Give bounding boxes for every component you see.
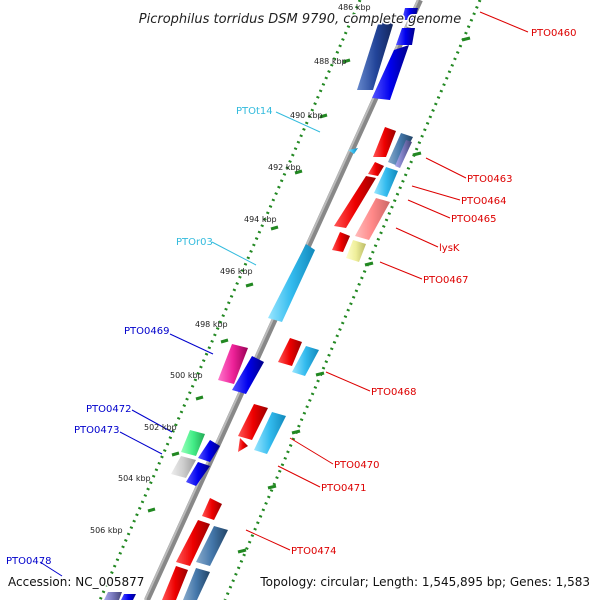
map-title: Picrophilus torridus DSM 9790, complete … <box>139 12 461 27</box>
tick-label: 488 kbp <box>314 57 347 66</box>
gene-label[interactable]: PTO0478 <box>6 556 51 567</box>
gene-feature[interactable] <box>232 356 264 394</box>
gene-feature[interactable] <box>202 498 222 520</box>
gene-feature[interactable] <box>176 520 210 566</box>
gene-label[interactable]: PTO0465 <box>451 214 496 225</box>
tick-label: 486 kbp <box>338 3 371 12</box>
gene-feature[interactable] <box>402 8 418 20</box>
gene-feature[interactable] <box>373 127 396 157</box>
forward-gene-labels: PTO0460 PTO0463 PTO0464 PTO0465 lysK PTO… <box>291 28 576 557</box>
genome-summary-text: Topology: circular; Length: 1,545,895 bp… <box>259 575 590 589</box>
gene-feature[interactable] <box>238 404 268 440</box>
gene-feature[interactable] <box>292 346 319 376</box>
gene-label[interactable]: PTOt14 <box>236 106 273 117</box>
gene-label[interactable]: PTO0472 <box>86 404 131 415</box>
gene-feature[interactable] <box>357 18 395 90</box>
forward-strand-ruler <box>223 0 482 600</box>
gene-label[interactable]: PTO0470 <box>334 460 379 471</box>
reverse-gene-labels: PTOt14 PTOr03 PTO0469 PTO0472 PTO0473 PT… <box>6 106 273 567</box>
gene-label[interactable]: lysK <box>439 243 460 254</box>
gene-feature[interactable] <box>181 430 205 456</box>
gene-feature[interactable] <box>238 438 248 452</box>
tick-label: 490 kbp <box>290 111 323 120</box>
gene-label[interactable]: PTO0468 <box>371 387 416 398</box>
tick-label: 494 kbp <box>244 215 277 224</box>
gene-label[interactable]: PTO0474 <box>291 546 336 557</box>
gene-label[interactable]: PTO0473 <box>74 425 119 436</box>
gene-label[interactable]: PTO0471 <box>321 483 366 494</box>
gene-feature[interactable] <box>374 167 398 197</box>
reverse-gene-features <box>104 148 358 600</box>
gene-label[interactable]: PTO0463 <box>467 174 512 185</box>
gene-feature[interactable] <box>268 244 315 322</box>
gene-feature[interactable] <box>198 440 220 462</box>
gene-label[interactable]: PTO0469 <box>124 326 169 337</box>
gene-feature[interactable] <box>104 592 122 600</box>
gene-feature[interactable] <box>355 198 390 240</box>
gene-feature[interactable] <box>346 240 366 262</box>
gene-feature[interactable] <box>162 566 188 600</box>
gene-feature[interactable] <box>254 412 286 454</box>
gene-label[interactable]: PTO0460 <box>531 28 576 39</box>
ruler-tick-marks <box>147 58 351 513</box>
gene-feature[interactable] <box>332 232 350 252</box>
gene-feature[interactable] <box>196 526 228 566</box>
gene-feature[interactable] <box>183 568 210 600</box>
kbp-ruler <box>98 0 362 600</box>
gene-label[interactable]: PTO0467 <box>423 275 468 286</box>
tick-label: 500 kbp <box>170 371 203 380</box>
tick-label: 502 kbp <box>144 423 177 432</box>
ruler-tick-labels: 486 kbp 488 kbp 490 kbp 492 kbp 494 kbp … <box>90 3 371 535</box>
label-leader-lines <box>39 11 529 577</box>
forward-tick-marks <box>237 36 471 554</box>
gene-feature[interactable] <box>395 140 412 168</box>
gene-feature[interactable] <box>348 148 358 154</box>
gene-label[interactable]: PTO0464 <box>461 196 506 207</box>
gene-feature[interactable] <box>368 162 384 176</box>
gene-feature[interactable] <box>121 594 136 600</box>
tick-label: 506 kbp <box>90 526 123 535</box>
gene-feature[interactable] <box>278 338 302 366</box>
gene-label[interactable]: PTOr03 <box>176 237 213 248</box>
gene-feature[interactable] <box>372 45 409 100</box>
forward-gene-features <box>162 8 418 600</box>
forward-dotted-line <box>223 0 482 600</box>
gene-feature[interactable] <box>334 176 376 228</box>
tick-label: 496 kbp <box>220 267 253 276</box>
tick-label: 504 kbp <box>118 474 151 483</box>
gene-feature[interactable] <box>218 344 248 384</box>
gene-feature[interactable] <box>171 456 196 478</box>
tick-label: 492 kbp <box>268 163 301 172</box>
ruler-dotted-line <box>98 0 362 600</box>
gene-feature[interactable] <box>186 462 210 486</box>
tick-label: 498 kbp <box>195 320 228 329</box>
gene-feature[interactable] <box>396 28 415 45</box>
accession-text: Accession: NC_005877 <box>8 575 144 589</box>
